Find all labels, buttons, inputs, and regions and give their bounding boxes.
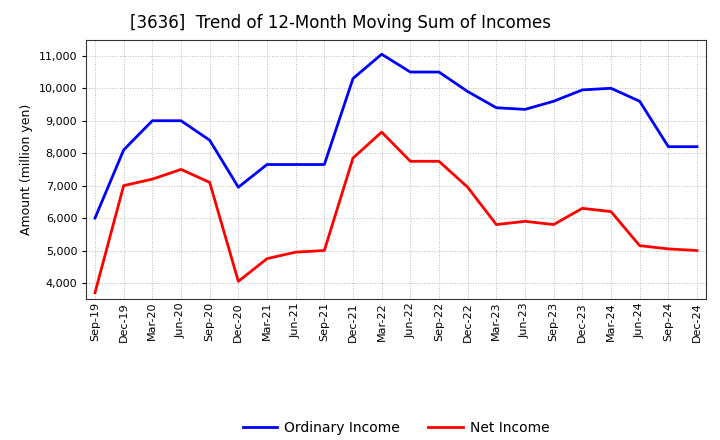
- Net Income: [406, 159, 415, 164]
- Ordinary Income: [693, 144, 701, 149]
- Ordinary Income: [635, 99, 644, 104]
- Ordinary Income: [263, 162, 271, 167]
- Ordinary Income: [406, 70, 415, 75]
- Ordinary Income: [521, 107, 529, 112]
- Net Income: [292, 249, 300, 255]
- Ordinary Income: [492, 105, 500, 110]
- Net Income: [263, 256, 271, 261]
- Net Income: [91, 290, 99, 295]
- Y-axis label: Amount (million yen): Amount (million yen): [20, 104, 33, 235]
- Net Income: [205, 180, 214, 185]
- Net Income: [234, 279, 243, 284]
- Line: Ordinary Income: Ordinary Income: [95, 54, 697, 218]
- Line: Net Income: Net Income: [95, 132, 697, 293]
- Net Income: [320, 248, 328, 253]
- Ordinary Income: [348, 76, 357, 81]
- Ordinary Income: [91, 216, 99, 221]
- Net Income: [377, 129, 386, 135]
- Ordinary Income: [120, 147, 128, 153]
- Net Income: [464, 185, 472, 190]
- Net Income: [549, 222, 558, 227]
- Net Income: [607, 209, 616, 214]
- Legend: Ordinary Income, Net Income: Ordinary Income, Net Income: [237, 415, 555, 440]
- Ordinary Income: [234, 185, 243, 190]
- Net Income: [120, 183, 128, 188]
- Net Income: [492, 222, 500, 227]
- Net Income: [176, 167, 185, 172]
- Ordinary Income: [148, 118, 157, 123]
- Net Income: [664, 246, 672, 252]
- Ordinary Income: [435, 70, 444, 75]
- Ordinary Income: [464, 89, 472, 94]
- Ordinary Income: [607, 86, 616, 91]
- Ordinary Income: [205, 138, 214, 143]
- Ordinary Income: [377, 51, 386, 57]
- Net Income: [693, 248, 701, 253]
- Ordinary Income: [320, 162, 328, 167]
- Ordinary Income: [176, 118, 185, 123]
- Net Income: [578, 205, 587, 211]
- Ordinary Income: [664, 144, 672, 149]
- Net Income: [348, 155, 357, 161]
- Text: [3636]  Trend of 12-Month Moving Sum of Incomes: [3636] Trend of 12-Month Moving Sum of I…: [130, 15, 551, 33]
- Ordinary Income: [292, 162, 300, 167]
- Ordinary Income: [549, 99, 558, 104]
- Net Income: [435, 159, 444, 164]
- Net Income: [521, 219, 529, 224]
- Net Income: [635, 243, 644, 248]
- Net Income: [148, 176, 157, 182]
- Ordinary Income: [578, 87, 587, 92]
